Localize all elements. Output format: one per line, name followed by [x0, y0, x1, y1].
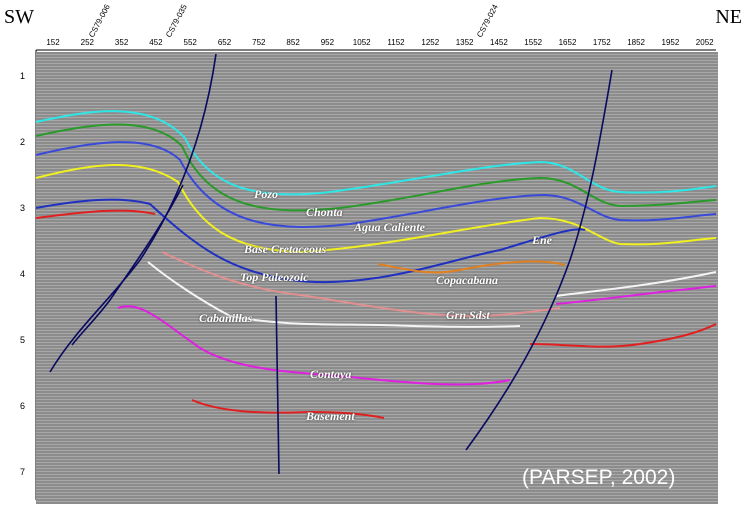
x-tick-label: 1252	[421, 38, 440, 47]
fault-line	[71, 184, 184, 346]
horizon-line-copacabana	[377, 260, 566, 274]
x-tick-label: 352	[114, 38, 129, 47]
horizon-line-basement	[529, 323, 717, 348]
fault-line	[49, 53, 217, 373]
horizon-line-cabanillas	[147, 261, 521, 328]
horizon-lines	[35, 110, 717, 419]
horizon-label-chonta: Chonta	[306, 205, 343, 219]
horizon-label-grn-sdst: Grn Sdst	[446, 308, 490, 322]
x-tick-label: 2052	[695, 38, 714, 47]
fault-line	[465, 69, 613, 451]
horizon-line-cabanillas	[555, 271, 717, 297]
sw-direction-label: SW	[4, 6, 34, 28]
x-tick-label: 1452	[489, 38, 508, 47]
horizon-label-agua-caliente: Agua Caliente	[354, 220, 426, 234]
x-tick-label: 1652	[558, 38, 577, 47]
horizon-label-pozo: Pozo	[254, 187, 278, 201]
horizon-line-ene	[35, 198, 586, 284]
x-tick-label: 952	[320, 38, 335, 47]
y-tick-label: 3	[20, 203, 26, 213]
fault-line	[275, 295, 280, 475]
y-tick-label: 4	[20, 269, 26, 279]
x-tick-label: 152	[46, 38, 60, 47]
fault-lines	[49, 53, 613, 475]
x-tick-label: 1052	[352, 38, 371, 47]
horizon-label-cabanillas: Cabanillas	[199, 311, 253, 325]
horizon-line-basement	[191, 399, 385, 419]
y-tick-label: 6	[20, 401, 26, 411]
horizon-label-contaya: Contaya	[310, 367, 352, 381]
x-tick-label: 1852	[627, 38, 645, 47]
x-tick-label: 752	[252, 38, 266, 47]
horizon-line-contaya	[117, 305, 511, 386]
x-tick-label: 1552	[524, 38, 543, 47]
y-tick-label: 2	[20, 137, 26, 147]
horizon-line-chonta	[35, 123, 717, 212]
x-tick-label: 452	[149, 38, 163, 47]
horizon-label-top-paleozoic: Top Paleozoic	[240, 270, 309, 284]
x-tick-label: 552	[183, 38, 197, 47]
x-tick-label: 1152	[387, 38, 405, 47]
y-tick-label: 1	[20, 71, 26, 81]
horizon-line-grn-sdst	[161, 251, 561, 318]
horizon-label-base-cretaceous: Base Cretaceous	[244, 242, 327, 256]
x-tick-label: 652	[217, 38, 232, 47]
ne-direction-label: NE	[715, 6, 742, 28]
horizon-line-agua-caliente	[35, 141, 717, 228]
horizon-label-copacabana: Copacabana	[436, 273, 499, 287]
y-tick-label: 5	[20, 335, 26, 345]
horizon-line-pozo	[35, 110, 717, 196]
x-tick-label: 1952	[661, 38, 680, 47]
horizon-line-basement	[35, 209, 156, 219]
x-tick-label: 1352	[455, 38, 474, 47]
citation-text: (PARSEP, 2002)	[522, 466, 676, 489]
horizon-line-contaya	[555, 285, 717, 305]
horizon-label-basement: Basement	[306, 409, 355, 423]
x-tick-label: 852	[286, 38, 300, 47]
y-tick-label: 7	[20, 467, 26, 477]
x-tick-label: 1752	[592, 38, 611, 47]
x-tick-label: 252	[80, 38, 94, 47]
horizon-line-base-cretaceous	[35, 163, 717, 254]
horizon-label-ene: Ene	[532, 233, 553, 247]
